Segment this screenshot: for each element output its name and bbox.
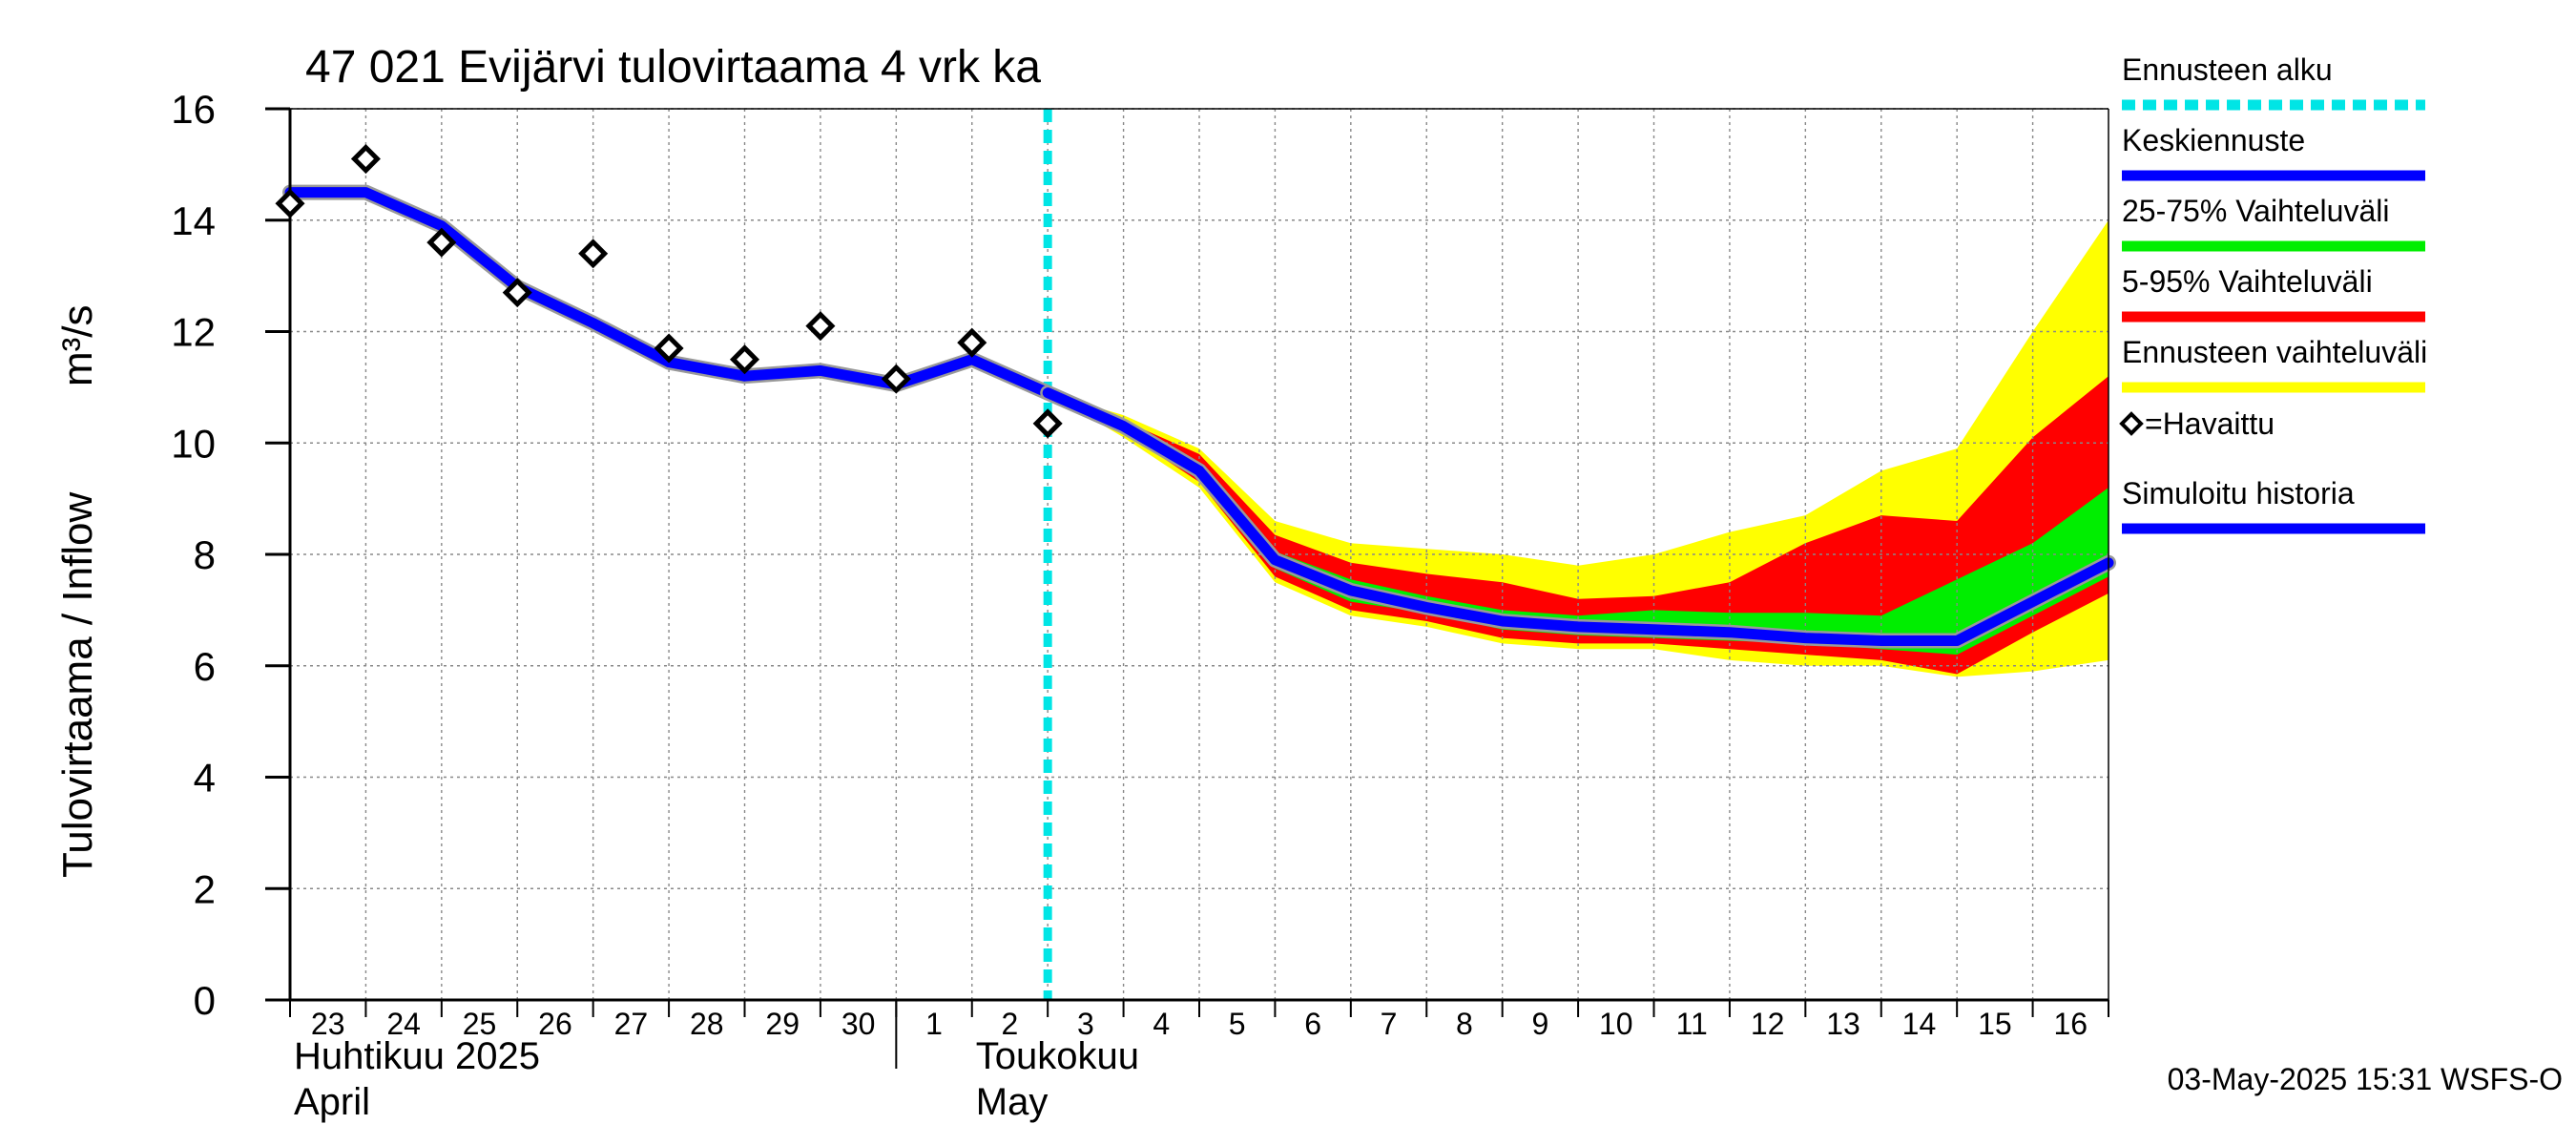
y-tick-label: 14 — [171, 198, 216, 243]
x-tick-label: 25 — [463, 1007, 497, 1041]
y-tick-label: 10 — [171, 421, 216, 466]
x-tick-label: 2 — [1002, 1007, 1019, 1041]
x-tick-label: 3 — [1077, 1007, 1094, 1041]
observed-point — [957, 327, 987, 358]
x-tick-label: 8 — [1456, 1007, 1473, 1041]
observed-point — [729, 344, 760, 375]
observed-point — [578, 239, 609, 269]
x-tick-label: 30 — [841, 1007, 876, 1041]
x-tick-label: 4 — [1153, 1007, 1170, 1041]
x-tick-label: 26 — [538, 1007, 572, 1041]
x-tick-label: 14 — [1902, 1007, 1937, 1041]
month-label-en: May — [976, 1081, 1049, 1123]
y-tick-label: 0 — [194, 978, 216, 1023]
observed-point — [426, 227, 457, 258]
x-tick-label: 12 — [1751, 1007, 1785, 1041]
observed-point — [654, 333, 684, 364]
x-tick-label: 24 — [386, 1007, 421, 1041]
x-tick-label: 15 — [1978, 1007, 2012, 1041]
x-tick-label: 9 — [1531, 1007, 1548, 1041]
legend-marker-havaittu — [2119, 411, 2144, 436]
line-keskiennuste — [1042, 387, 2114, 646]
legend-label-5-95-vaihteluv-li: 5-95% Vaihteluväli — [2122, 264, 2373, 299]
observed-point — [881, 364, 911, 394]
band-5-95-vaihteluv-li — [1048, 376, 2109, 675]
x-tick-label: 29 — [765, 1007, 800, 1041]
observed-point — [275, 188, 305, 219]
x-tick-label: 16 — [2053, 1007, 2088, 1041]
legend-label-havaittu: =Havaittu — [2145, 406, 2275, 441]
x-tick-label: 28 — [690, 1007, 724, 1041]
observed-point — [502, 278, 532, 308]
x-tick-label: 5 — [1229, 1007, 1246, 1041]
x-tick-label: 1 — [925, 1007, 943, 1041]
legend-label-25-75-vaihteluv-li: 25-75% Vaihteluväli — [2122, 194, 2389, 228]
legend-label-ennusteen-vaihteluv-li: Ennusteen vaihteluväli — [2122, 335, 2427, 369]
x-tick-label: 10 — [1599, 1007, 1633, 1041]
observed-points — [275, 144, 1063, 439]
month-label-fi: Toukokuu — [976, 1035, 1139, 1077]
month-label-en: April — [294, 1081, 370, 1123]
y-tick-label: 8 — [194, 532, 216, 577]
x-tick-label: 13 — [1826, 1007, 1860, 1041]
y-tick-label: 4 — [194, 756, 216, 801]
forecast-bands — [1048, 219, 2109, 677]
y-tick-label: 12 — [171, 310, 216, 355]
month-label-fi: Huhtikuu 2025 — [294, 1035, 540, 1077]
y-axis-label: Tulovirtaama / Inflow — [54, 491, 101, 878]
y-tick-label: 2 — [194, 866, 216, 911]
x-tick-label: 23 — [311, 1007, 345, 1041]
legend-label-simuloitu-historia: Simuloitu historia — [2122, 476, 2355, 510]
x-tick-label: 11 — [1676, 1007, 1708, 1041]
chart-title: 47 021 Evijärvi tulovirtaama 4 vrk ka — [305, 42, 1041, 93]
x-tick-label: 27 — [614, 1007, 649, 1041]
legend: Ennusteen alku Keskiennuste 25-75% Vaihtel… — [2119, 52, 2427, 534]
timestamp: 03-May-2025 15:31 WSFS-O — [2168, 1062, 2563, 1096]
y-axis-unit: m³/s — [54, 304, 101, 386]
legend-label-keskiennuste: Keskiennuste — [2122, 123, 2305, 157]
y-tick-label: 16 — [171, 87, 216, 132]
observed-point — [1032, 408, 1063, 439]
x-tick-label: 7 — [1381, 1007, 1398, 1041]
y-tick-label: 6 — [194, 644, 216, 689]
observed-point — [805, 311, 836, 342]
observed-point — [350, 144, 381, 175]
legend-label-ennusteen-alku: Ennusteen alku — [2122, 52, 2333, 87]
band-25-75-vaihteluv-li — [1048, 392, 2109, 656]
x-tick-label: 6 — [1304, 1007, 1321, 1041]
